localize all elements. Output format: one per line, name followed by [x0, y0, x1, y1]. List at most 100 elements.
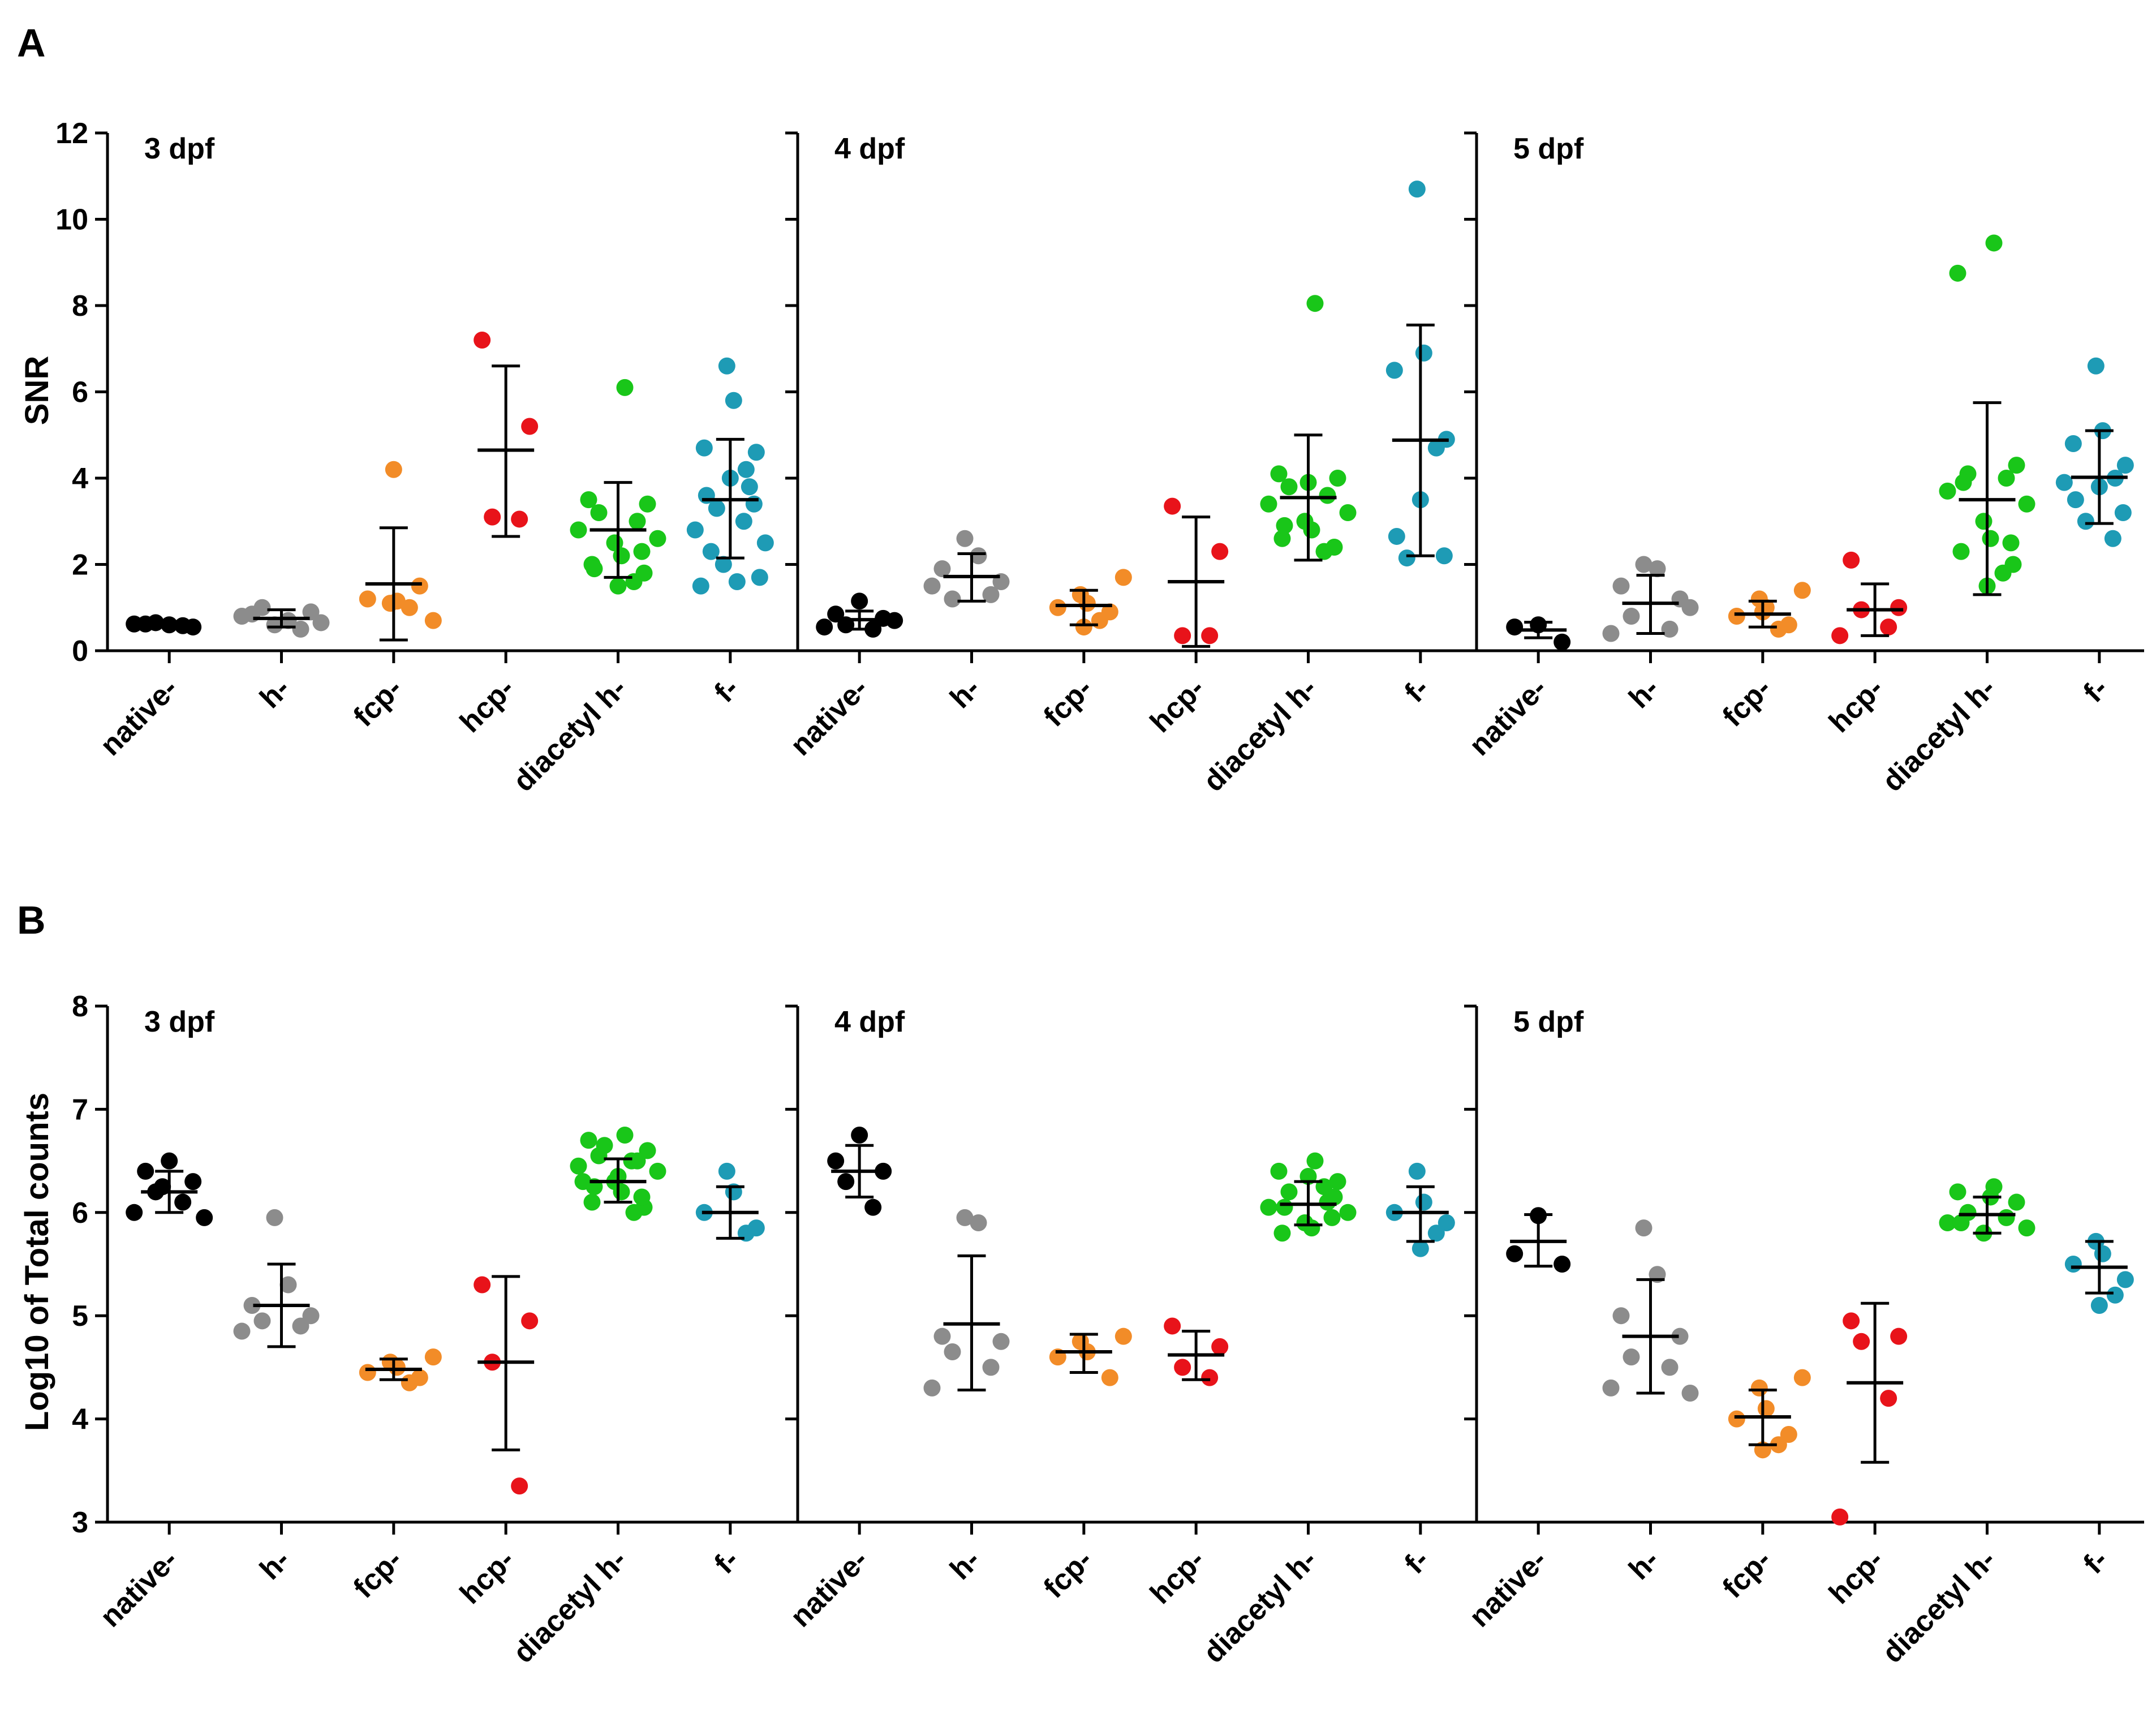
x-tick-label: native- — [784, 672, 875, 762]
data-point — [728, 573, 746, 590]
x-tick-label: f- — [2077, 672, 2115, 709]
series-diacetylh: diacetyl h- — [1876, 1178, 2035, 1669]
data-point — [992, 1333, 1010, 1350]
series-native: native- — [784, 592, 903, 762]
data-point — [1306, 295, 1324, 312]
data-point — [511, 1477, 528, 1495]
y-tick-label: 2 — [72, 549, 88, 582]
data-point — [1843, 1312, 1860, 1330]
data-point — [1415, 1193, 1432, 1211]
data-point — [1201, 627, 1219, 645]
y-tick-label: 5 — [72, 1300, 88, 1333]
data-point — [649, 1162, 666, 1180]
data-point — [1398, 549, 1415, 567]
y-tick-label: 12 — [55, 117, 88, 150]
data-point — [1091, 612, 1108, 629]
data-point — [1890, 1327, 1908, 1345]
x-tick-label: f- — [2077, 1543, 2115, 1580]
data-point — [511, 510, 528, 528]
series-fcp: fcp- — [1038, 1327, 1132, 1605]
data-point — [1435, 547, 1453, 565]
y-tick-label: 6 — [72, 376, 88, 409]
data-point — [2077, 513, 2094, 530]
data-point — [1260, 495, 1277, 513]
data-point — [1880, 618, 1897, 636]
data-point — [2094, 1245, 2111, 1262]
data-point — [616, 379, 634, 396]
data-point — [1998, 470, 2015, 487]
data-point — [2106, 1286, 2124, 1304]
data-point — [1276, 517, 1293, 534]
data-point — [2064, 1256, 2082, 1273]
data-point — [401, 599, 418, 616]
data-point — [1831, 1508, 1849, 1526]
data-point — [1612, 577, 1630, 595]
data-point — [1506, 1245, 1524, 1262]
x-tick-label: hcp- — [454, 672, 521, 739]
data-point — [1975, 513, 1993, 530]
data-point — [837, 1173, 855, 1191]
panel-b-letter: B — [17, 898, 46, 942]
data-point — [702, 543, 720, 560]
x-tick-label: native- — [94, 672, 184, 762]
series-fcp: fcp- — [1716, 582, 1811, 733]
facet-title: 3 dpf — [144, 132, 215, 165]
data-point — [864, 1198, 882, 1216]
data-point — [1602, 625, 1620, 642]
data-point — [1949, 264, 1966, 282]
series-hcp: hcp- — [454, 1275, 539, 1610]
data-point — [574, 1173, 592, 1191]
x-tick-label: diacetyl h- — [1197, 1543, 1323, 1669]
data-point — [1949, 1183, 1966, 1201]
x-tick-label: fcp- — [1716, 1543, 1778, 1604]
series-f: f- — [2064, 1232, 2134, 1580]
facet-title: 5 dpf — [1513, 1006, 1584, 1038]
data-point — [1831, 627, 1849, 645]
data-point — [737, 461, 755, 478]
data-point — [1385, 362, 1403, 379]
data-point — [1506, 618, 1524, 636]
data-point — [2116, 457, 2134, 474]
series-hcp: hcp- — [1144, 1317, 1229, 1610]
series-diacetylh: diacetyl h- — [507, 1127, 666, 1669]
data-point — [1853, 1333, 1870, 1350]
x-tick-label: native- — [1463, 1543, 1553, 1634]
data-point — [359, 590, 376, 608]
data-point — [2087, 357, 2105, 375]
data-point — [827, 1152, 845, 1170]
data-point — [137, 1162, 154, 1180]
data-point — [196, 1209, 213, 1226]
data-point — [1211, 543, 1229, 560]
series-h: h- — [233, 599, 330, 715]
data-point — [649, 530, 666, 547]
data-point — [944, 590, 961, 608]
series-f: f- — [1385, 181, 1455, 709]
data-point — [570, 1157, 587, 1175]
data-point — [1408, 1162, 1426, 1180]
data-point — [161, 1152, 178, 1170]
data-point — [816, 618, 833, 636]
x-tick-label: h- — [944, 1543, 987, 1586]
data-point — [1952, 1214, 1970, 1232]
data-point — [590, 504, 608, 521]
data-point — [1174, 627, 1191, 645]
data-point — [521, 1312, 539, 1330]
data-point — [174, 1193, 192, 1211]
data-point — [956, 530, 974, 547]
data-point — [747, 444, 765, 461]
y-axis-label: Log10 of Total counts — [19, 1093, 55, 1431]
data-point — [1681, 1385, 1699, 1402]
data-point — [312, 614, 330, 631]
data-point — [1411, 1240, 1429, 1257]
data-point — [2104, 530, 2121, 547]
x-tick-label: fcp- — [1716, 672, 1778, 733]
x-tick-label: f- — [1398, 1543, 1436, 1580]
data-point — [359, 1364, 376, 1381]
data-point — [613, 547, 630, 565]
data-point — [1681, 599, 1699, 616]
y-tick-label: 7 — [72, 1093, 88, 1126]
data-point — [253, 599, 271, 616]
data-point — [1757, 1400, 1775, 1417]
data-point — [1270, 465, 1288, 483]
x-tick-label: hcp- — [1823, 1543, 1890, 1610]
